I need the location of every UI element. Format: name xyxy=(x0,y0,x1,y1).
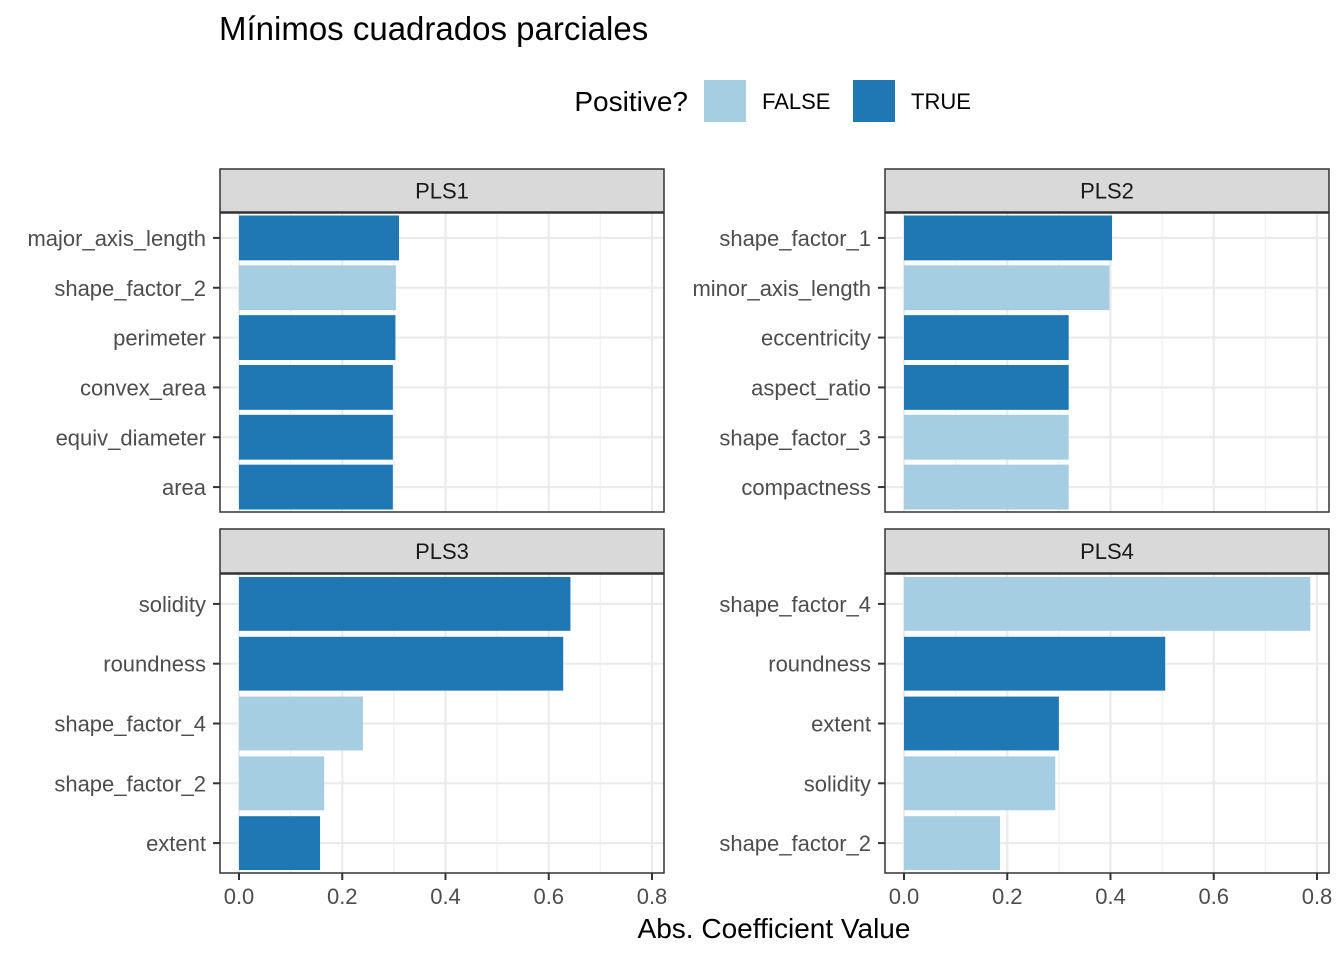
x-tick-label: 0.4 xyxy=(430,884,461,909)
legend-swatch-true xyxy=(853,80,895,122)
y-tick-label: equiv_diameter xyxy=(56,425,206,450)
x-tick-label: 0.2 xyxy=(992,884,1023,909)
panel-border xyxy=(884,212,1330,513)
bar-minor-axis-length xyxy=(904,265,1110,311)
y-tick-label: minor_axis_length xyxy=(692,276,871,301)
chart-title: Mínimos cuadrados parciales xyxy=(219,10,648,47)
bar-shape-factor-4 xyxy=(239,696,363,751)
y-tick-label: area xyxy=(162,475,207,500)
facet-strip xyxy=(219,528,665,574)
facet-strip-label: PLS3 xyxy=(415,539,469,564)
panel-background xyxy=(885,213,1329,512)
bar-eccentricity xyxy=(904,315,1069,361)
bar-shape-factor-1 xyxy=(904,215,1113,261)
facet-strip xyxy=(884,168,1330,213)
x-tick-label: 0.6 xyxy=(1198,884,1229,909)
y-tick-label: shape_factor_2 xyxy=(54,276,206,301)
bar-shape-factor-2 xyxy=(904,816,1001,871)
legend-label-false: FALSE xyxy=(762,89,830,114)
x-tick-label: 0.0 xyxy=(889,884,920,909)
bar-shape-factor-2 xyxy=(239,756,325,811)
facet-panels: major_axis_length shape_factor_2 perimeter… xyxy=(27,168,1333,909)
y-tick-label: shape_factor_2 xyxy=(54,771,206,796)
y-tick-label: eccentricity xyxy=(761,326,871,351)
bar-convex-area xyxy=(239,364,393,410)
panel-pls3: solidity roundness shape_factor_4 shape_fac… xyxy=(54,528,668,909)
facet-strip-label: PLS1 xyxy=(415,179,469,204)
panel-border xyxy=(219,212,665,513)
y-tick-label: shape_factor_4 xyxy=(54,712,206,737)
panel-pls2: shape_factor_1 minor_axis_length eccentric… xyxy=(692,168,1330,513)
bar-roundness xyxy=(239,636,564,691)
panel-border xyxy=(884,573,1330,874)
panel-border xyxy=(219,573,665,874)
panel-pls4: shape_factor_4 roundness extent solidity sha… xyxy=(719,528,1333,909)
bar-major-axis-length xyxy=(239,215,400,261)
y-tick-label: perimeter xyxy=(113,326,206,351)
bar-shape-factor-2 xyxy=(239,265,396,311)
legend-label-true: TRUE xyxy=(911,89,971,114)
bar-shape-factor-3 xyxy=(904,414,1069,460)
y-tick-label: shape_factor_1 xyxy=(719,226,871,251)
y-tick-label: convex_area xyxy=(80,375,207,400)
facet-strip xyxy=(884,528,1330,574)
y-tick-label: compactness xyxy=(741,475,871,500)
bar-solidity xyxy=(904,756,1056,811)
y-tick-label: extent xyxy=(811,712,871,737)
y-tick-label: aspect_ratio xyxy=(751,375,871,400)
facet-strip xyxy=(219,168,665,213)
x-axis-label: Abs. Coefficient Value xyxy=(638,913,911,944)
legend-title: Positive? xyxy=(574,86,688,117)
panel-background xyxy=(220,213,664,512)
y-tick-label: roundness xyxy=(103,652,206,677)
y-tick-label: shape_factor_4 xyxy=(719,592,871,617)
x-tick-label: 0.8 xyxy=(637,884,668,909)
y-tick-label: major_axis_length xyxy=(27,226,206,251)
y-tick-label: extent xyxy=(146,831,206,856)
bar-compactness xyxy=(904,464,1069,510)
y-tick-label: solidity xyxy=(804,771,871,796)
panel-pls1: major_axis_length shape_factor_2 perimeter… xyxy=(27,168,665,513)
bar-solidity xyxy=(239,576,571,631)
bar-shape-factor-4 xyxy=(904,576,1311,631)
y-tick-label: shape_factor_3 xyxy=(719,425,871,450)
x-tick-label: 0.4 xyxy=(1095,884,1126,909)
bar-extent xyxy=(904,696,1059,751)
x-tick-label: 0.6 xyxy=(533,884,564,909)
y-tick-label: shape_factor_2 xyxy=(719,831,871,856)
y-tick-label: roundness xyxy=(768,652,871,677)
y-tick-label: solidity xyxy=(139,592,206,617)
x-tick-label: 0.8 xyxy=(1302,884,1333,909)
bar-perimeter xyxy=(239,315,396,361)
x-tick-label: 0.2 xyxy=(327,884,358,909)
x-tick-label: 0.0 xyxy=(224,884,255,909)
legend: Positive? FALSE TRUE xyxy=(574,80,971,122)
bar-area xyxy=(239,464,393,510)
facet-strip-label: PLS4 xyxy=(1080,539,1134,564)
bar-roundness xyxy=(904,636,1166,691)
bar-extent xyxy=(239,816,321,871)
bar-equiv-diameter xyxy=(239,414,393,460)
facet-strip-label: PLS2 xyxy=(1080,179,1134,204)
legend-swatch-false xyxy=(704,80,746,122)
bar-aspect-ratio xyxy=(904,364,1069,410)
